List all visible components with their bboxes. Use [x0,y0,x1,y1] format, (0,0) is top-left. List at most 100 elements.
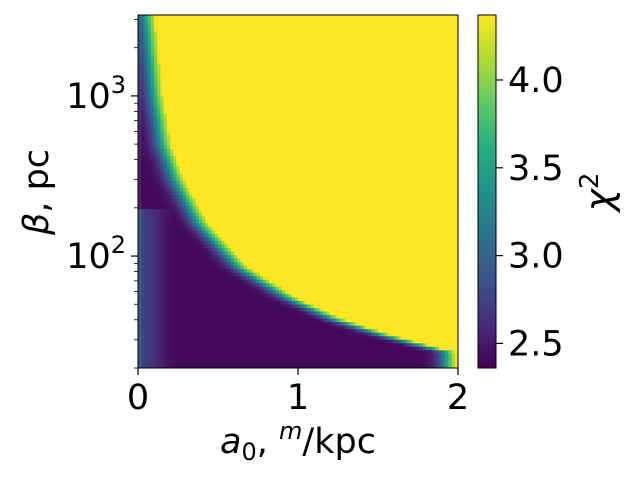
heatmap-cell [195,75,200,79]
heatmap-cell [208,50,212,55]
heatmap-cell [406,75,411,79]
heatmap-cell [154,166,158,171]
heatmap-cell [406,124,411,129]
heatmap-cell [454,145,459,150]
heatmap-cell [256,149,260,154]
heatmap-cell [202,113,206,118]
heatmap-cell [189,152,193,157]
heatmap-cell [138,177,142,182]
heatmap-cell [173,46,177,51]
heatmap-cell [198,117,203,122]
heatmap-cell [390,152,395,157]
heatmap-cell [442,36,446,41]
heatmap-cell [208,82,212,86]
heatmap-cell [317,25,321,30]
heatmap-cell [307,57,312,62]
heatmap-cell [234,117,238,122]
heatmap-cell [256,166,260,171]
heatmap-cell [256,124,260,129]
heatmap-cell [272,36,276,41]
heatmap-cell [432,85,436,90]
heatmap-cell [381,120,385,125]
heatmap-cell [410,127,414,132]
heatmap-cell [445,36,449,41]
heatmap-cell [243,166,248,171]
heatmap-cell [259,60,264,65]
heatmap-cell [275,173,280,178]
heatmap-cell [224,64,228,69]
heatmap-cell [413,36,417,41]
heatmap-cell [387,187,392,192]
heatmap-cell [365,166,369,171]
heatmap-cell [182,99,187,104]
heatmap-cell [384,71,388,76]
heatmap-cell [342,131,347,136]
heatmap-cell [179,173,184,178]
heatmap-cell [448,32,452,37]
heatmap-cell [262,113,267,118]
heatmap-cell [339,166,344,171]
heatmap-cell [349,142,353,146]
heatmap-cell [394,50,398,55]
heatmap-cell [298,60,302,65]
heatmap-cell [202,106,206,111]
heatmap-cell [381,22,385,26]
heatmap-cell [189,120,193,125]
heatmap-cell [176,142,180,146]
heatmap-cell [355,85,360,90]
heatmap-cell [237,96,241,101]
heatmap-cell [144,18,148,23]
heatmap-cell [390,103,395,108]
heatmap-cell [320,53,324,58]
heatmap-cell [330,75,334,79]
heatmap-cell [362,78,366,83]
heatmap-cell [454,29,459,33]
heatmap-cell [157,135,161,139]
heatmap-cell [368,71,372,76]
heatmap-cell [400,110,404,115]
heatmap-cell [310,166,315,171]
heatmap-cell [435,170,440,175]
heatmap-cell [154,25,158,30]
heatmap-cell [214,131,219,136]
heatmap-cell [381,75,385,79]
heatmap-cell [211,71,216,76]
heatmap-cell [282,53,286,58]
heatmap-cell [272,32,276,37]
heatmap-cell [301,187,305,192]
heatmap-cell [160,184,164,189]
heatmap-cell [147,50,152,55]
heatmap-cell [227,184,232,189]
heatmap-cell [173,106,177,111]
heatmap-cell [272,78,276,83]
heatmap-cell [445,99,449,104]
heatmap-cell [288,106,292,111]
heatmap-cell [317,64,321,69]
heatmap-cell [166,124,171,129]
heatmap-cell [330,145,334,150]
heatmap-cell [406,67,411,72]
heatmap-cell [426,187,430,192]
heatmap-cell [445,135,449,139]
heatmap-cell [416,29,420,33]
heatmap-cell [378,127,382,132]
heatmap-cell [262,60,267,65]
heatmap-cell [221,15,225,19]
heatmap-cell [435,29,440,33]
heatmap-cell [374,184,379,189]
heatmap-cell [173,36,177,41]
heatmap-cell [301,57,305,62]
heatmap-cell [394,29,398,33]
heatmap-cell [208,39,212,44]
heatmap-cell [144,127,148,132]
heatmap-cell [339,15,344,19]
heatmap-cell [291,99,296,104]
heatmap-cell [317,187,321,192]
heatmap-cell [262,71,267,76]
heatmap-cell [390,25,395,30]
heatmap-cell [208,96,212,101]
heatmap-cell [445,103,449,108]
heatmap-cell [387,82,392,86]
heatmap-cell [451,159,456,164]
heatmap-cell [278,60,283,65]
